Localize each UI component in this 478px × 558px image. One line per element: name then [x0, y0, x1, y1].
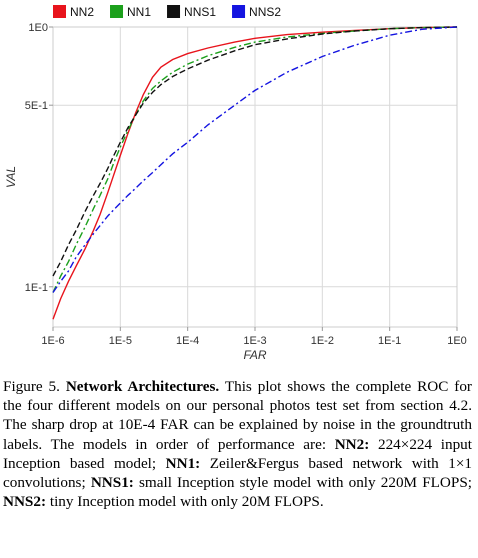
figure-caption: Figure 5. Network Architectures. This pl…	[3, 377, 472, 511]
legend-label-nn2: NN2	[70, 5, 94, 19]
caption-nns2-desc: tiny Inception model with only 20M FLOPS…	[46, 493, 324, 511]
legend-swatch-nns2	[232, 5, 246, 18]
y-tick-label: 1E0	[28, 22, 48, 34]
caption-heading: Network Architectures.	[65, 378, 220, 395]
series-line-nns1	[52, 26, 458, 277]
series-line-nn1	[52, 26, 458, 293]
y-tick-label: 5E-1	[25, 100, 48, 112]
y-tick-labels: 1E-1 5E-1 1E0	[25, 22, 53, 294]
x-tick-label: 1E-2	[311, 335, 334, 347]
legend-label-nn1: NN1	[127, 5, 151, 19]
x-tick-label: 1E-6	[41, 335, 64, 347]
legend-label-nns2: NNS2	[249, 5, 281, 19]
x-tick-label: 1E0	[447, 335, 467, 347]
series-layer	[52, 26, 458, 320]
roc-chart: NN2 NN1 NNS1 NNS2 1E-6 1E-5 1E-4 1E-3 1E-2 1E-1 1…	[4, 5, 467, 362]
x-tick-label: 1E-5	[109, 335, 132, 347]
legend-swatch-nn1	[110, 5, 124, 18]
series-line-nns2	[52, 26, 458, 293]
series-line-nn2	[52, 26, 458, 320]
caption-label: Figure 5.	[3, 378, 66, 395]
x-tick-label: 1E-3	[243, 335, 266, 347]
caption-nns1-desc: small Inception style model with only 22…	[133, 474, 472, 492]
caption-nn1-name: NN1:	[165, 454, 201, 472]
x-tick-labels: 1E-6 1E-5 1E-4 1E-3 1E-2 1E-1 1E0	[41, 327, 467, 347]
caption-nn1-desc: Zeiler&Fergus based network with 1×1 con…	[3, 454, 472, 492]
caption-nns2-name: NNS2:	[3, 493, 47, 511]
caption-nns1-name: NNS1:	[90, 474, 134, 492]
chart-legend: NN2 NN1 NNS1 NNS2	[53, 5, 281, 19]
caption-nn2-desc: 224×224 input Inception based model;	[3, 435, 472, 472]
caption-text: This plot shows the complete ROC for the…	[3, 378, 472, 453]
y-axis-title: VAL	[4, 166, 18, 188]
caption-nn2-name: NN2:	[334, 435, 370, 453]
x-tick-label: 1E-4	[176, 335, 199, 347]
legend-swatch-nn2	[53, 5, 66, 18]
legend-label-nns1: NNS1	[184, 5, 216, 19]
y-tick-label: 1E-1	[25, 282, 48, 294]
x-tick-label: 1E-1	[378, 335, 401, 347]
legend-swatch-nns1	[167, 5, 181, 18]
x-axis-title: FAR	[243, 348, 266, 362]
